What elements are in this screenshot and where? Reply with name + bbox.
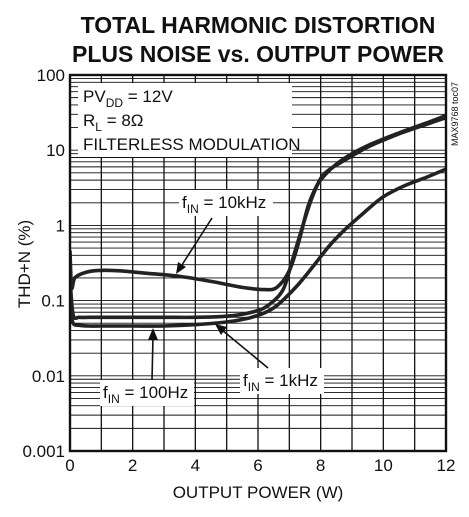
label-background-1khz bbox=[240, 368, 324, 394]
x-tick-label: 0 bbox=[65, 456, 74, 475]
conditions-background bbox=[78, 83, 292, 157]
y-tick-label: 10 bbox=[46, 141, 65, 160]
condition-text: RL = 8Ω bbox=[83, 111, 144, 134]
arrow-1khz bbox=[221, 329, 269, 369]
y-tick-label: 0.001 bbox=[22, 442, 65, 461]
arrow-100hz bbox=[151, 335, 154, 381]
arrowhead-100hz bbox=[148, 328, 158, 340]
condition-text: PVDD = 12V bbox=[83, 87, 173, 110]
y-tick-label: 1 bbox=[56, 216, 65, 235]
tick-labels: 0 2 4 6 8 10 12 0.001 0.01 0.1 1 10 100 bbox=[22, 66, 455, 475]
side-label: MAX9768 toc07 bbox=[450, 82, 460, 146]
chart-title-line2: PLUS NOISE vs. OUTPUT POWER bbox=[72, 41, 444, 67]
x-tick-label: 2 bbox=[128, 456, 137, 475]
x-tick-label: 4 bbox=[191, 456, 200, 475]
x-tick-label: 8 bbox=[316, 456, 325, 475]
condition-text: FILTERLESS MODULATION bbox=[83, 135, 301, 154]
x-tick-label: 12 bbox=[437, 456, 456, 475]
label-background-100hz bbox=[100, 380, 194, 406]
plot-frame bbox=[68, 73, 448, 453]
series-label-100hz: fIN = 100Hz bbox=[103, 383, 188, 406]
series-label-1khz: fIN = 1kHz bbox=[243, 371, 318, 394]
x-tick-label: 6 bbox=[253, 456, 262, 475]
series-line-100hz bbox=[70, 167, 446, 328]
y-tick-label: 0.01 bbox=[32, 367, 65, 386]
arrowhead-1khz bbox=[215, 324, 227, 335]
label-background-10khz bbox=[179, 190, 273, 216]
arrow-10khz bbox=[179, 217, 213, 269]
series-curves bbox=[70, 113, 446, 328]
series-line-1khz bbox=[70, 116, 446, 321]
x-axis-label: OUTPUT POWER (W) bbox=[173, 483, 344, 502]
arrowhead-10khz bbox=[176, 262, 186, 274]
x-tick-label: 10 bbox=[374, 456, 393, 475]
y-axis-label: THD+N (%) bbox=[15, 220, 34, 308]
y-tick-label: 100 bbox=[37, 66, 65, 85]
y-tick-label: 0.1 bbox=[41, 292, 65, 311]
series-label-10khz: fIN = 10kHz bbox=[182, 193, 266, 216]
chart-title-line1: TOTAL HARMONIC DISTORTION bbox=[81, 12, 436, 38]
